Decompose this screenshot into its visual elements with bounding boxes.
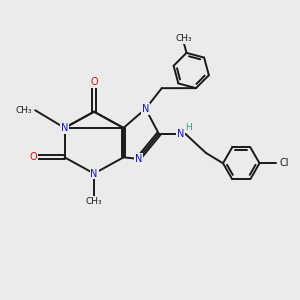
Text: N: N (134, 154, 142, 164)
Text: H: H (185, 123, 192, 132)
Text: CH₃: CH₃ (176, 34, 192, 43)
Text: O: O (30, 152, 38, 162)
Text: N: N (90, 169, 98, 178)
Text: N: N (177, 129, 184, 139)
Text: CH₃: CH₃ (86, 197, 102, 206)
Text: N: N (61, 123, 68, 133)
Text: CH₃: CH₃ (15, 106, 31, 115)
Text: Cl: Cl (279, 158, 289, 168)
Text: N: N (142, 104, 149, 114)
Text: O: O (90, 77, 98, 87)
